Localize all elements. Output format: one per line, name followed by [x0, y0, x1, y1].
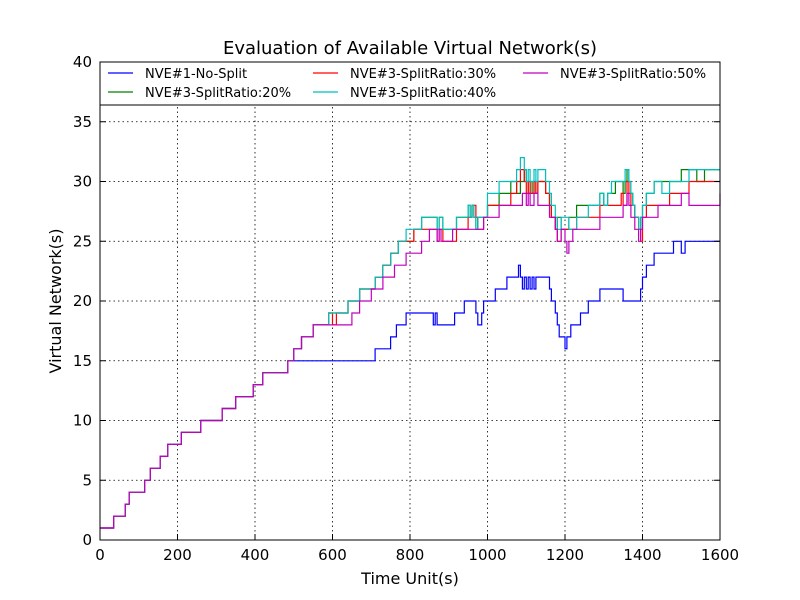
y-tick-label-7: 35 [73, 113, 92, 131]
y-tick-label-2: 10 [73, 412, 92, 430]
legend: NVE#1-No-Split NVE#3-SplitRatio:20% NVE#3-… [99, 61, 721, 106]
x-tick-label-3: 600 [318, 546, 347, 564]
legend-box [99, 61, 721, 106]
y-tick-label-0: 0 [82, 531, 92, 549]
series-line-5 [100, 192, 721, 529]
y-tick-label-6: 30 [73, 173, 92, 191]
y-tick-label-8: 40 [73, 53, 92, 71]
series-layer [100, 157, 721, 529]
y-tick-label-3: 15 [73, 352, 92, 370]
y-tick-label-1: 5 [82, 471, 92, 489]
chart-title: Evaluation of Available Virtual Network(… [223, 38, 597, 59]
x-tick-label-6: 1200 [546, 546, 584, 564]
y-axis-label: Virtual Network(s) [46, 229, 65, 374]
x-tick-label-7: 1400 [623, 546, 661, 564]
x-tick-label-0: 0 [95, 546, 105, 564]
y-tick-label-4: 20 [73, 292, 92, 310]
x-tick-label-8: 1600 [701, 546, 739, 564]
legend-label-2: NVE#3-SplitRatio:20% [145, 86, 291, 101]
y-tick-label-5: 25 [73, 232, 92, 250]
legend-label-5: NVE#3-SplitRatio:50% [560, 67, 706, 82]
x-tick-label-2: 400 [241, 546, 270, 564]
x-tick-label-4: 800 [396, 546, 425, 564]
legend-label-3: NVE#3-SplitRatio:30% [350, 67, 496, 82]
x-tick-label-5: 1000 [468, 546, 506, 564]
x-tick-label-1: 200 [163, 546, 192, 564]
legend-label-4: NVE#3-SplitRatio:40% [350, 86, 496, 101]
legend-label-1: NVE#1-No-Split [145, 67, 247, 82]
x-axis-label: Time Unit(s) [360, 569, 459, 588]
